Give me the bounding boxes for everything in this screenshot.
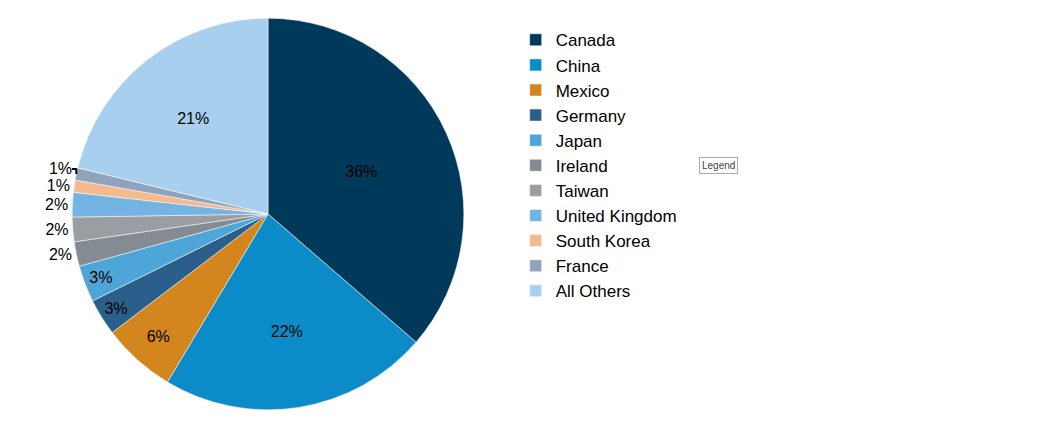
svg-text:Taiwan: Taiwan [556,182,609,201]
svg-text:3%: 3% [104,300,127,317]
svg-text:China: China [556,57,601,76]
svg-text:Germany: Germany [556,107,626,126]
svg-text:2%: 2% [49,246,72,263]
svg-text:South Korea: South Korea [556,232,651,251]
svg-text:21%: 21% [177,110,209,127]
svg-text:France: France [556,257,609,276]
svg-text:Ireland: Ireland [556,157,608,176]
svg-text:2%: 2% [45,196,68,213]
svg-text:6%: 6% [147,328,170,345]
svg-text:22%: 22% [271,323,303,340]
svg-text:Canada: Canada [556,31,616,50]
svg-text:36%: 36% [345,163,377,180]
svg-text:1%: 1% [49,160,72,177]
svg-text:Mexico: Mexico [556,82,610,101]
svg-text:Japan: Japan [556,132,602,151]
svg-text:Legend: Legend [702,160,735,171]
svg-text:3%: 3% [89,269,112,286]
svg-text:1%: 1% [47,177,70,194]
svg-text:United Kingdom: United Kingdom [556,207,677,226]
svg-text:2%: 2% [45,221,68,238]
svg-text:All Others: All Others [556,282,631,301]
